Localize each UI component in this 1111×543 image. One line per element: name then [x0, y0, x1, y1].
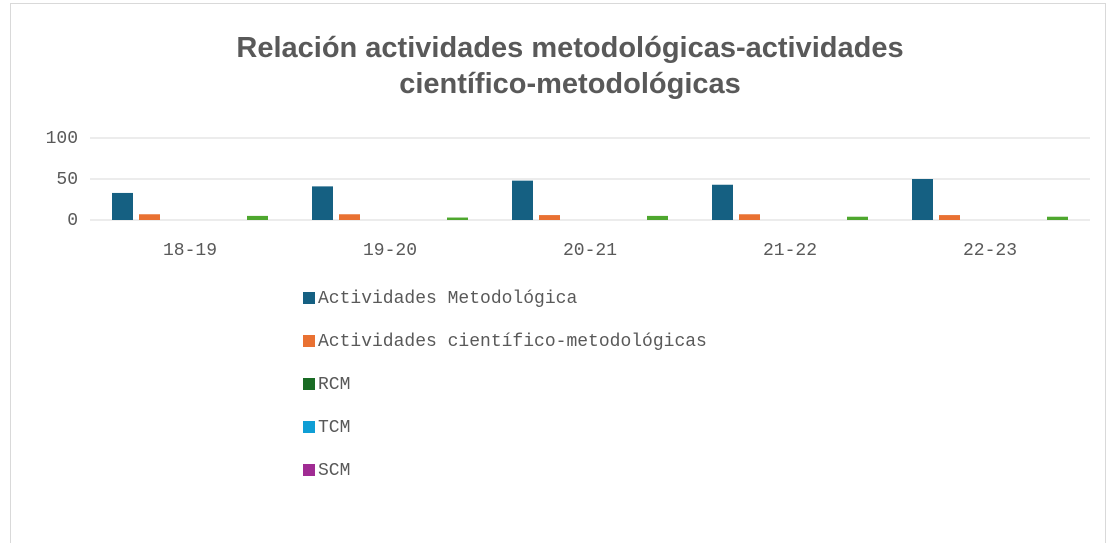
x-tick-label: 18-19	[163, 241, 217, 261]
legend-swatch	[303, 292, 315, 304]
bar	[512, 180, 533, 220]
bar	[339, 214, 360, 220]
legend-label: TCM	[318, 418, 350, 438]
bar	[112, 192, 133, 220]
bar	[847, 216, 868, 220]
bar	[739, 214, 760, 220]
chart-border	[10, 3, 1106, 543]
bar	[447, 217, 468, 220]
legend-label: Actividades científico-metodológicas	[318, 332, 707, 352]
y-tick-label: 0	[67, 211, 78, 231]
x-tick-label: 19-20	[363, 241, 417, 261]
legend-label: RCM	[318, 375, 350, 395]
bar	[539, 215, 560, 220]
legend-label: Actividades Metodológica	[318, 289, 577, 309]
legend-swatch	[303, 421, 315, 433]
legend-swatch	[303, 464, 315, 476]
y-tick-label: 50	[56, 170, 78, 190]
bar	[312, 186, 333, 220]
chart-title: Relación actividades metodológicas-activ…	[236, 32, 904, 100]
x-tick-label: 21-22	[763, 241, 817, 261]
legend-swatch	[303, 335, 315, 347]
legend-label: SCM	[318, 461, 350, 481]
x-tick-label: 22-23	[963, 241, 1017, 261]
bar	[912, 179, 933, 220]
x-tick-label: 20-21	[563, 241, 617, 261]
bar	[247, 215, 268, 220]
bar	[712, 184, 733, 220]
bar	[647, 215, 668, 220]
bar	[139, 214, 160, 220]
legend-swatch	[303, 378, 315, 390]
bar	[1047, 216, 1068, 220]
y-tick-label: 100	[46, 129, 78, 149]
bar	[939, 215, 960, 220]
